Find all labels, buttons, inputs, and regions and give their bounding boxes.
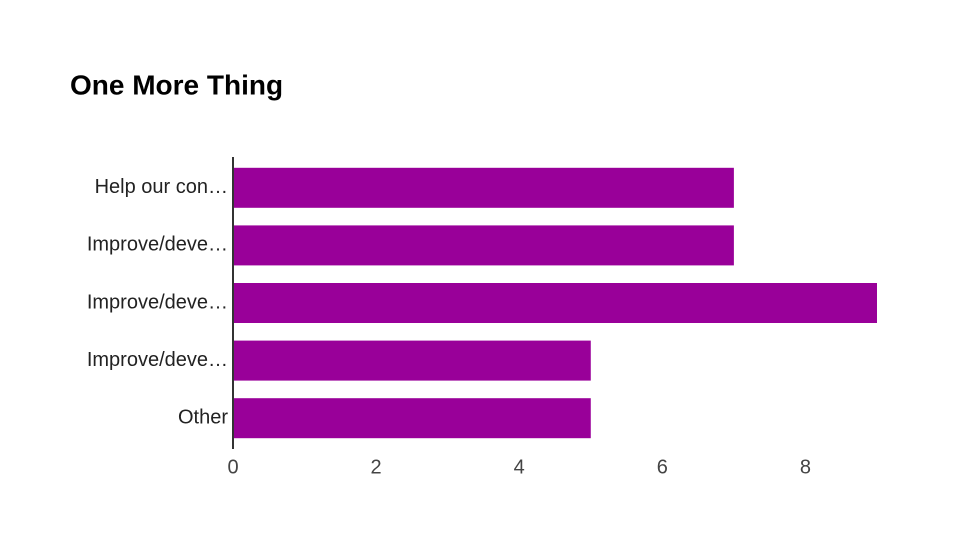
x-tick-label: 2 [371,456,382,478]
y-tick-label: Improve/deve… [87,234,228,256]
bar [233,398,591,439]
y-tick-label: Improve/deve… [87,349,228,371]
bar [233,167,734,208]
bar [233,340,591,381]
y-tick-label: Other [178,406,228,428]
bar [233,283,877,323]
chart-title: One More Thing [70,69,283,100]
y-tick-label: Help our con… [95,176,228,198]
x-tick-label: 6 [657,456,668,478]
x-tick-label: 0 [227,456,238,478]
y-tick-label: Improve/deve… [87,291,228,313]
x-tick-label: 8 [800,456,811,478]
bar [233,225,734,266]
x-tick-label: 4 [514,456,525,478]
